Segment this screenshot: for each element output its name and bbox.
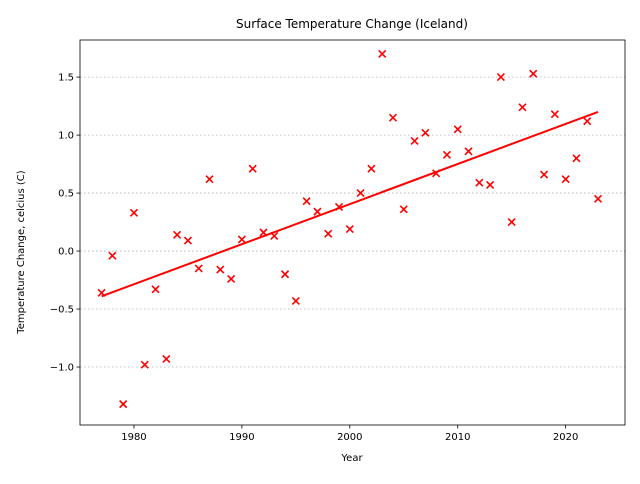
data-point-marker [291,296,300,305]
data-point-marker [378,49,387,58]
data-point-marker [507,217,516,227]
data-point-marker [227,274,236,283]
data-point-marker [464,147,473,156]
data-point-marker [259,228,268,237]
data-point-marker [140,360,149,369]
data-point-marker [367,164,376,173]
data-point-marker [388,113,398,122]
data-point-marker [356,189,365,198]
data-point-marker [345,224,354,234]
data-point-marker [205,175,214,184]
data-point-marker [518,103,527,112]
data-point-marker [496,73,505,82]
data-point-marker [216,265,225,274]
x-tick-label: 1980 [121,432,146,443]
x-tick-label: 2010 [445,432,470,443]
data-point-marker [442,150,451,159]
data-point-marker [572,154,581,163]
data-point-marker [151,285,160,294]
data-point-marker [194,264,203,273]
chart-title: Surface Temperature Change (Iceland) [236,17,468,31]
data-point-marker [119,400,128,409]
data-point-marker [529,69,538,78]
y-tick-label: 0.0 [58,247,74,258]
data-point-marker [97,288,106,297]
data-point-marker [561,175,570,184]
data-point-marker [432,169,441,178]
data-point-marker [475,178,484,187]
data-point-marker [162,354,171,363]
y-tick-label: −1.0 [50,363,74,374]
y-tick-label: 1.0 [58,131,74,142]
plot-frame [79,39,626,426]
data-point-marker [129,208,139,217]
data-point-marker [237,235,246,244]
data-point-marker [183,236,192,245]
data-point-marker [486,180,495,190]
data-point-marker [280,270,290,279]
data-point-marker [313,207,322,216]
data-point-marker [453,125,462,134]
x-tick-label: 2000 [337,432,362,443]
data-point-marker [248,164,257,173]
data-point-marker [399,205,408,214]
data-point-marker [270,231,279,241]
y-tick-label: 0.5 [58,189,74,200]
y-axis-ticks: −1.0 −0.5 0.0 0.5 1.0 1.5 [50,73,80,374]
data-point-marker [550,110,559,119]
x-tick-label: 2020 [553,432,578,443]
x-tick-label: 1990 [229,432,254,443]
data-point-marker [539,170,549,179]
data-point-marker [302,197,311,206]
data-point-marker [334,202,344,212]
data-point-marker [324,229,333,238]
trend-line-group [101,110,599,298]
y-axis-label: Temperature Change, celcius (C) [16,170,27,334]
data-point-marker [421,128,430,137]
data-points [97,49,603,409]
data-point-marker [108,251,117,260]
gridlines [80,76,625,368]
y-tick-label: −0.5 [50,305,74,316]
data-point-marker [173,230,182,239]
trend-line [101,110,599,298]
y-tick-label: 1.5 [58,73,74,84]
data-point-marker [410,136,419,145]
data-point-marker [583,117,592,126]
x-axis-label: Year [340,453,363,464]
data-point-marker [593,194,603,203]
x-axis-ticks: 1980 1990 2000 2010 2020 [121,425,578,443]
